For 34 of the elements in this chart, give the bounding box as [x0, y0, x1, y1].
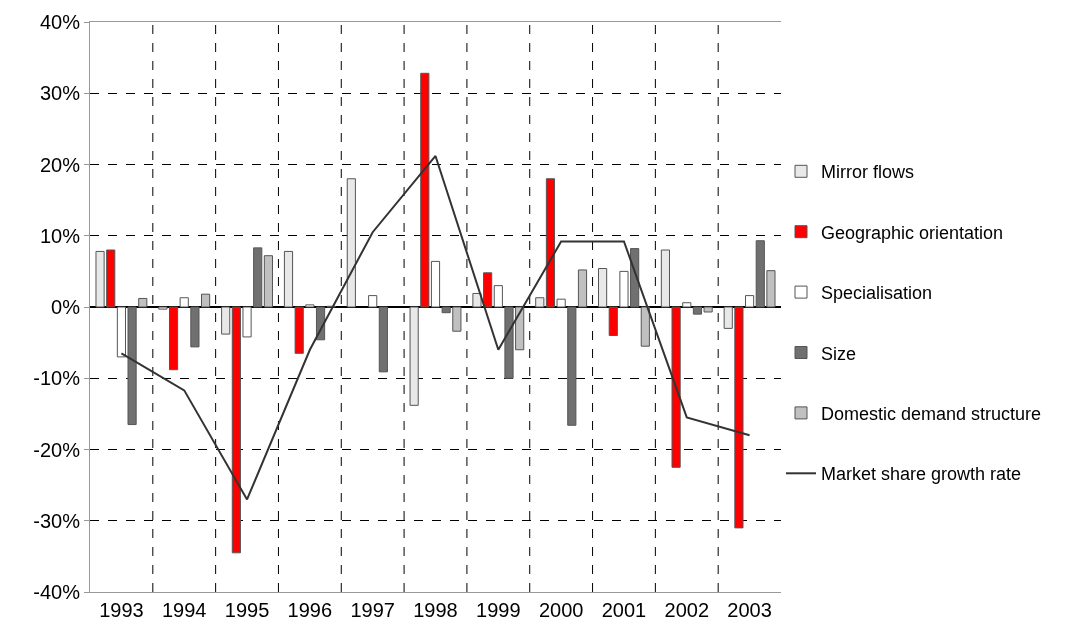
legend-label: Geographic orientation — [821, 222, 1004, 243]
x-tick-label: 1994 — [161, 599, 207, 621]
y-tick-label: 30% — [39, 82, 81, 105]
bar — [378, 306, 388, 373]
bar — [263, 255, 273, 308]
x-tick-label: 1995 — [224, 599, 270, 621]
x-tick-label: 1997 — [350, 599, 395, 621]
y-tick-label: -20% — [33, 438, 81, 461]
y-tick-label: 40% — [39, 11, 81, 33]
legend-label: Market share growth rate — [821, 464, 1022, 485]
x-tick-label: 1993 — [99, 599, 144, 621]
x-tick-label: 2001 — [601, 599, 647, 621]
legend-label: Size — [821, 343, 857, 364]
x-tick-label: 1998 — [413, 599, 458, 621]
x-tick-label: 2003 — [727, 599, 772, 621]
bar — [598, 268, 608, 308]
y-tick-label: 20% — [39, 153, 81, 176]
y-tick-label: -10% — [33, 367, 81, 390]
y-tick-label: 0% — [51, 296, 81, 318]
y-tick-label: 10% — [39, 224, 81, 247]
x-tick-label: 2002 — [664, 599, 710, 621]
legend-label: Specialisation — [821, 283, 933, 304]
legend-label: Mirror flows — [821, 162, 914, 183]
line-series — [120, 154, 751, 501]
bar — [640, 306, 650, 347]
bar — [368, 295, 378, 308]
legend-label: Domestic demand structure — [821, 403, 1042, 424]
y-tick-label: -40% — [33, 581, 81, 603]
bar — [221, 306, 231, 335]
x-tick-label: 2000 — [538, 599, 584, 621]
bar — [346, 178, 356, 308]
x-tick-label: 1996 — [287, 599, 333, 621]
y-tick-label: -30% — [33, 509, 81, 532]
x-tick-label: 1999 — [476, 599, 521, 621]
